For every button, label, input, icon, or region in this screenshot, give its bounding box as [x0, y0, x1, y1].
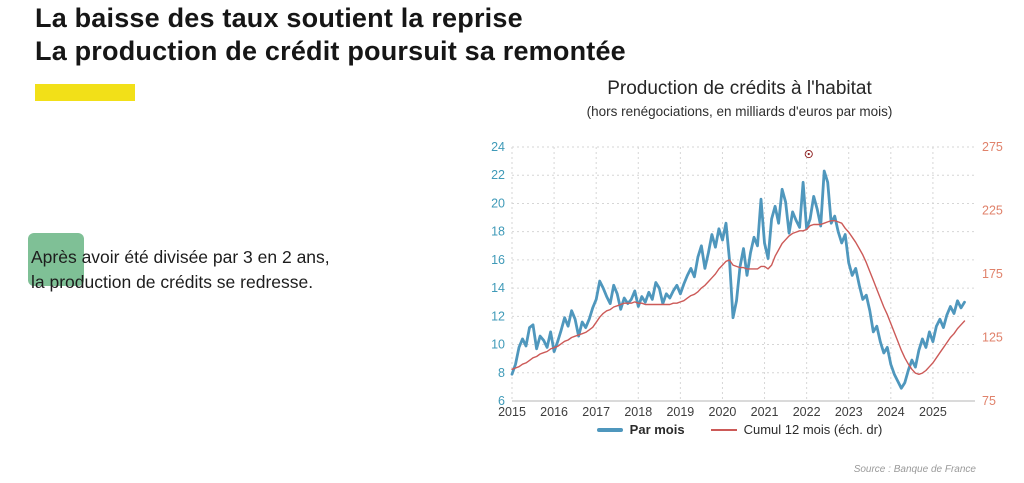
x-axis-tick: 2025: [919, 405, 947, 419]
source-text: Source : Banque de France: [853, 464, 976, 475]
chart-title: Production de crédits à l'habitat: [607, 78, 872, 99]
title-line-1: La baisse des taux soutient la reprise: [35, 3, 523, 33]
right-axis-tick: 225: [982, 204, 1003, 218]
right-axis-tick: 125: [982, 331, 1003, 345]
page-title: La baisse des taux soutient la reprise L…: [35, 2, 626, 68]
x-axis-tick: 2024: [877, 405, 905, 419]
legend-item-cumul: Cumul 12 mois (éch. dr): [710, 422, 883, 437]
legend-label-cumul: Cumul 12 mois (éch. dr): [743, 422, 883, 437]
left-axis-tick: 10: [491, 338, 505, 352]
right-axis-tick: 75: [982, 394, 996, 408]
legend-swatch-blue-line: [596, 427, 623, 432]
x-axis-tick: 2017: [582, 405, 610, 419]
right-axis-tick: 175: [982, 267, 1003, 281]
left-axis-tick: 14: [491, 281, 505, 295]
x-axis-tick: 2021: [751, 405, 779, 419]
series-line-1: [511, 219, 966, 376]
left-axis-tick: 8: [498, 366, 505, 380]
x-axis-tick: 2015: [498, 405, 526, 419]
x-axis-tick: 2023: [835, 405, 863, 419]
x-axis-tick: 2016: [540, 405, 568, 419]
x-axis-tick: 2020: [709, 405, 737, 419]
green-highlight-block: [28, 233, 84, 286]
annotation-marker-outer: [804, 150, 813, 159]
left-axis-tick: 6: [498, 394, 505, 408]
chart-panel: Production de crédits à l'habitat (hors …: [462, 76, 1017, 437]
right-axis-tick: 275: [982, 140, 1003, 154]
x-axis-tick: 2018: [624, 405, 652, 419]
chart-subtitle: (hors renégociations, en milliards d'eur…: [586, 104, 893, 119]
left-axis-tick: 12: [491, 309, 505, 323]
x-axis-tick: 2019: [666, 405, 694, 419]
left-axis-tick: 22: [491, 168, 505, 182]
chart-legend: Par mois Cumul 12 mois (éch. dr): [462, 422, 1017, 437]
x-axis-tick: 2022: [793, 405, 821, 419]
series-line-0: [510, 169, 966, 390]
left-axis-tick: 16: [491, 253, 505, 267]
left-axis-tick: 24: [491, 140, 505, 154]
legend-swatch-red-line: [710, 428, 737, 431]
title-line-2: La production de crédit poursuit sa remo…: [35, 36, 626, 66]
body-text: Après avoir été divisée par 3 en 2 ans, …: [31, 247, 330, 292]
annotation-marker-dot: [807, 152, 810, 156]
legend-item-par-mois: Par mois: [596, 422, 685, 437]
yellow-highlight-bar: [35, 84, 135, 101]
left-axis-tick: 20: [491, 196, 505, 210]
legend-label-par-mois: Par mois: [629, 422, 685, 437]
left-axis-tick: 18: [491, 225, 505, 239]
